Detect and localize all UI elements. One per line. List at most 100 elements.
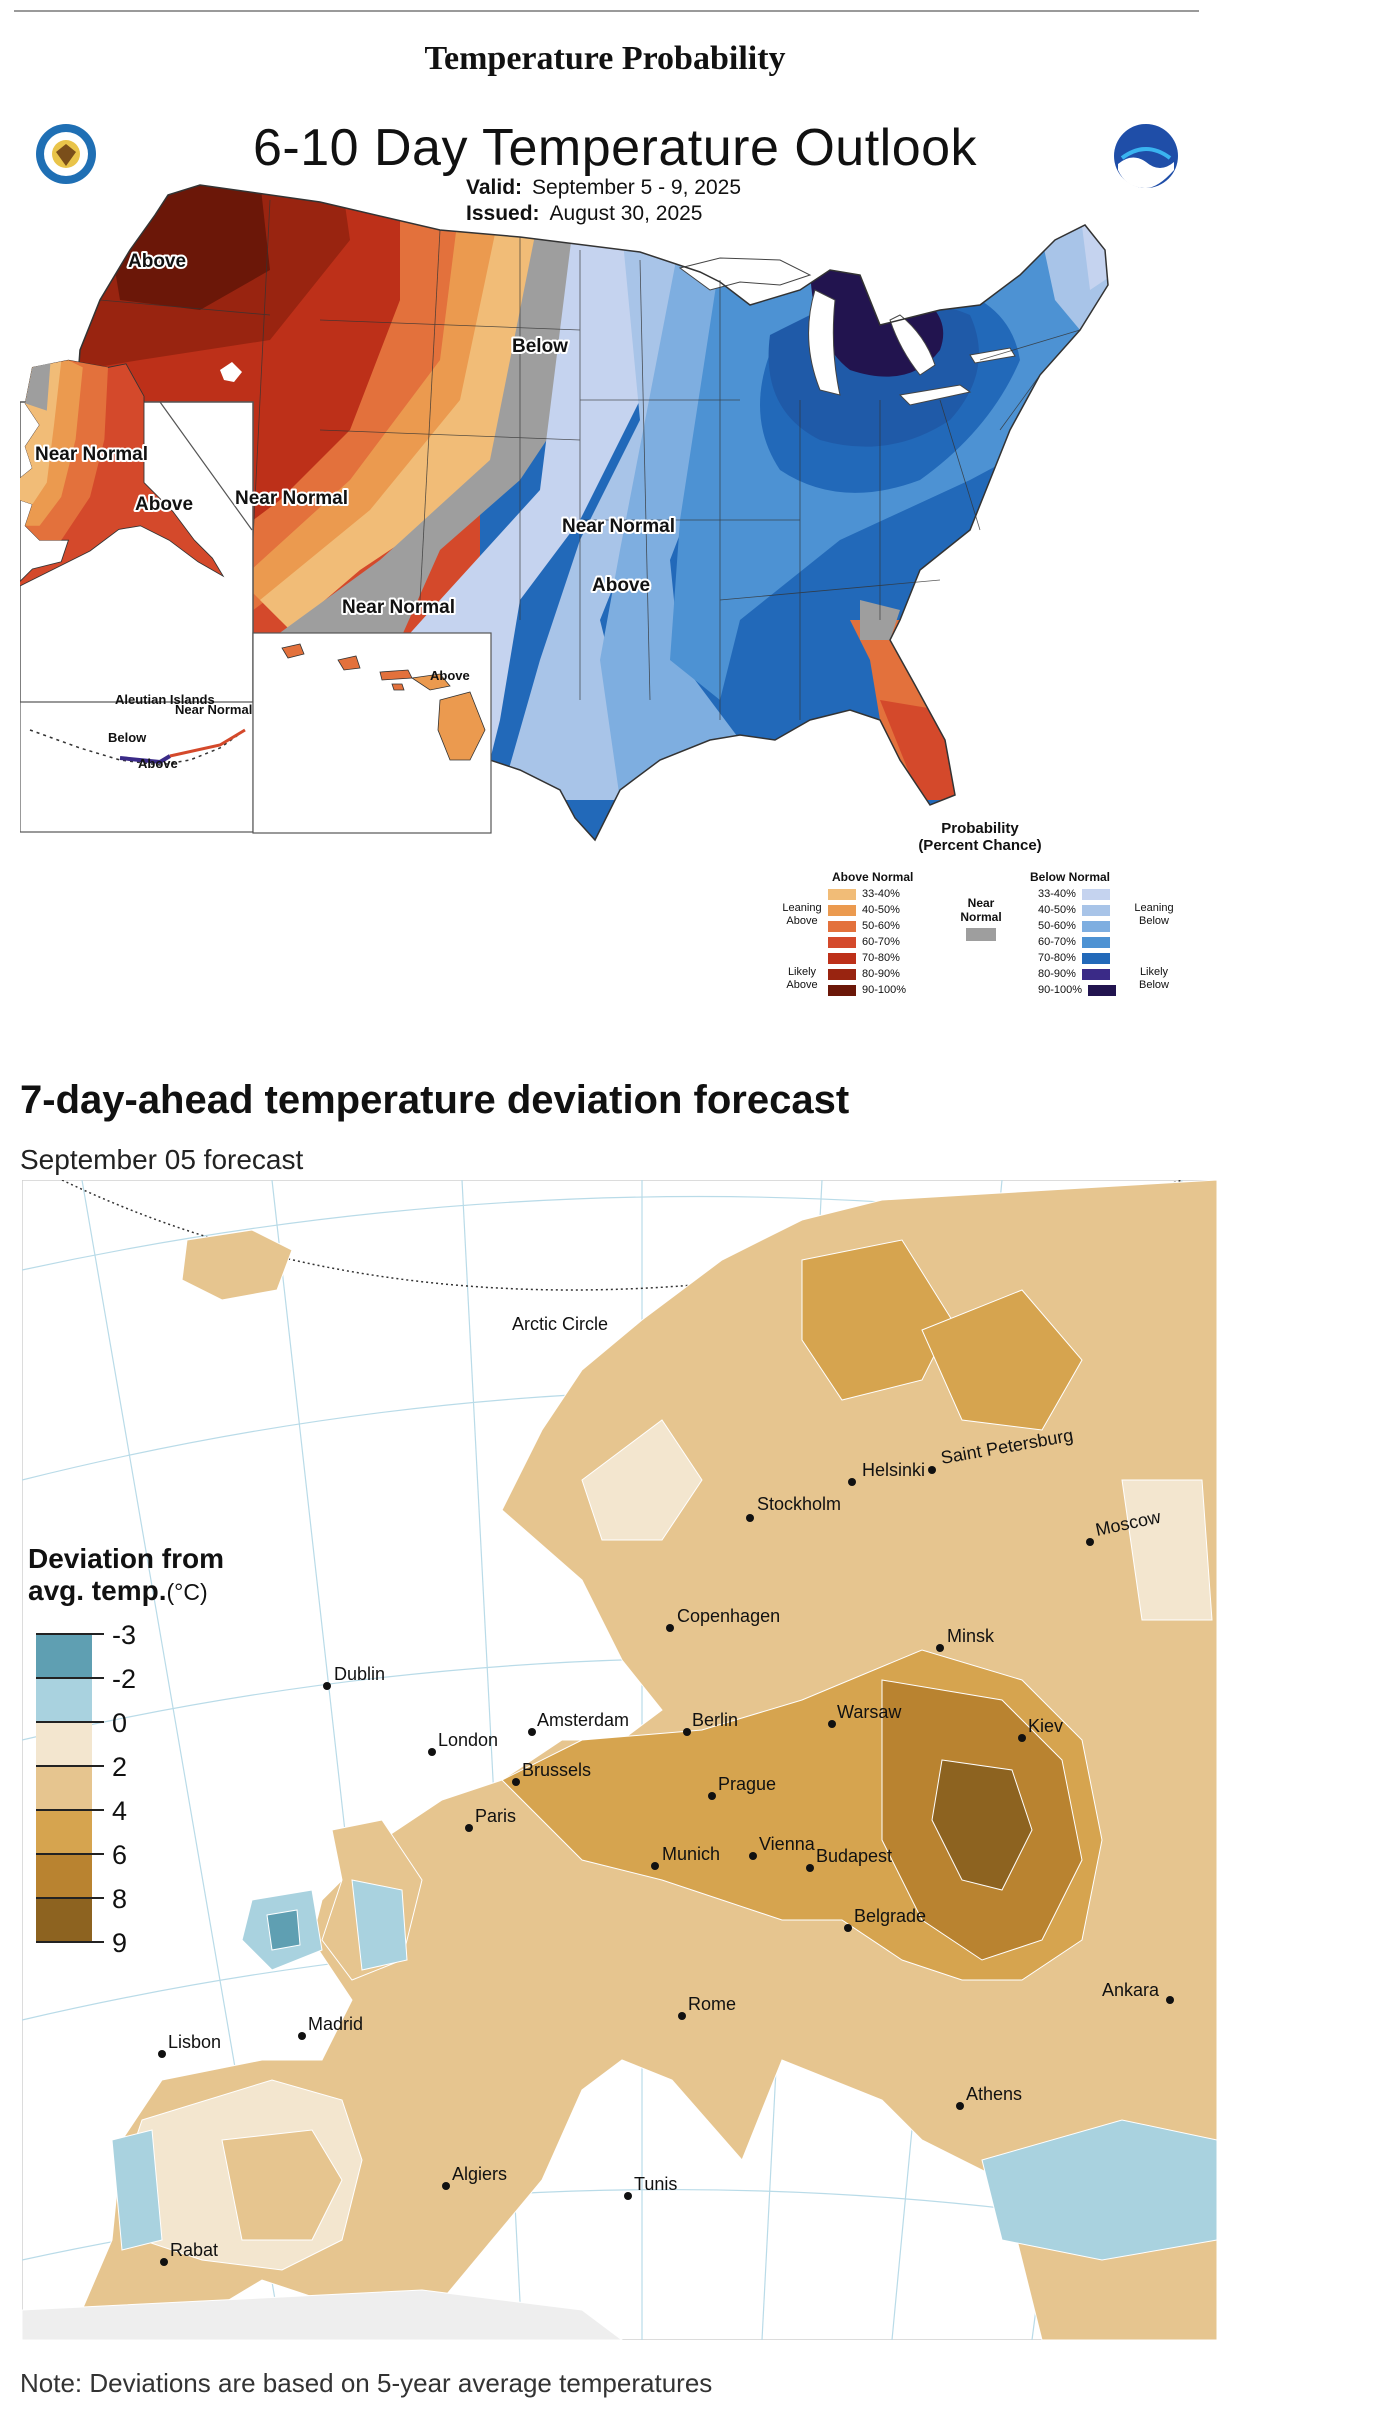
issued-value: August 30, 2025 xyxy=(549,202,703,225)
below-swatch-label: 90-100% xyxy=(1038,984,1083,996)
below-swatch xyxy=(1081,936,1110,948)
scale-tick-line xyxy=(36,1853,104,1855)
city-dot-athens xyxy=(956,2102,964,2110)
city-ankara: Ankara xyxy=(1102,1980,1160,2000)
scale-swatch xyxy=(36,1678,92,1722)
city-brussels: Brussels xyxy=(522,1760,591,1780)
below-swatch-label: 80-90% xyxy=(1038,968,1076,980)
ak-near-normal-label: Near Normal xyxy=(35,444,148,465)
city-dot-ankara xyxy=(1166,1996,1174,2004)
city-dot-tunis xyxy=(624,2192,632,2200)
page-title: Temperature Probability xyxy=(424,40,786,77)
below-swatch xyxy=(1081,968,1110,980)
city-prague: Prague xyxy=(718,1774,776,1794)
city-dublin: Dublin xyxy=(334,1664,385,1684)
scale-tick-label: 9 xyxy=(112,1928,128,1958)
europe-legend-title: Deviation from avg. temp.(°C) xyxy=(28,1543,224,1608)
city-vienna: Vienna xyxy=(759,1834,816,1854)
city-dot-kiev xyxy=(1018,1734,1026,1742)
us-outlook-title: 6-10 Day Temperature Outlook xyxy=(252,119,978,177)
scale-tick-line xyxy=(36,1721,104,1723)
leaning-above-label: Leaning Above xyxy=(782,902,822,927)
below-swatch-row: 70-80% xyxy=(1038,952,1110,964)
below-swatch-row: 90-100% xyxy=(1038,984,1117,996)
above-normal-header: Above Normal xyxy=(832,870,914,884)
city-dot-algiers xyxy=(442,2182,450,2190)
scale-tick-line xyxy=(36,1941,104,1943)
city-copenhagen: Copenhagen xyxy=(677,1606,780,1626)
city-dot-rabat xyxy=(160,2258,168,2266)
scale-tick-label: -3 xyxy=(112,1620,137,1650)
legend-title-line2: avg. temp. xyxy=(28,1575,167,1606)
city-tunis: Tunis xyxy=(634,2174,677,2194)
above-swatch-row: 80-90% xyxy=(828,968,900,980)
above-swatch-label: 70-80% xyxy=(862,952,900,964)
city-kiev: Kiev xyxy=(1028,1716,1063,1736)
us-valid-line: Valid: September 5 - 9, 2025 xyxy=(466,176,741,200)
city-dot-helsinki xyxy=(848,1478,856,1486)
below-swatch-row: 40-50% xyxy=(1038,904,1110,916)
above-swatch xyxy=(828,952,856,964)
city-amsterdam: Amsterdam xyxy=(537,1710,629,1730)
above-swatch xyxy=(828,888,856,900)
city-dot-berlin xyxy=(683,1728,691,1736)
scale-tick-line xyxy=(36,1897,104,1899)
issued-label: Issued: xyxy=(466,202,540,225)
scale-swatch xyxy=(36,1722,92,1766)
scale-swatch xyxy=(36,1766,92,1810)
below-swatch-label: 60-70% xyxy=(1038,936,1076,948)
above-swatch-row: 70-80% xyxy=(828,952,900,964)
legend-title: Probability (Percent Chance) xyxy=(780,820,1180,854)
city-dot-copenhagen xyxy=(666,1624,674,1632)
near-normal-legend-label: Near Normal xyxy=(960,896,1002,924)
us-outlook-panel: Near Normal Above Aleutian Islands Near … xyxy=(20,100,1210,1040)
city-dot-dublin xyxy=(323,1682,331,1690)
above-swatch xyxy=(828,968,856,980)
near-normal-swatch xyxy=(966,928,996,941)
below-swatch-label: 70-80% xyxy=(1038,952,1076,964)
city-dot-amsterdam xyxy=(528,1728,536,1736)
above-swatch-row: 33-40% xyxy=(828,888,900,900)
city-dot-rome xyxy=(678,2012,686,2020)
below-swatch-row: 50-60% xyxy=(1038,920,1110,932)
below-swatch xyxy=(1081,952,1110,964)
city-madrid: Madrid xyxy=(308,2014,363,2034)
city-dot-london xyxy=(428,1748,436,1756)
likely-above-label: Likely Above xyxy=(786,966,818,991)
below-swatch-row: 60-70% xyxy=(1038,936,1110,948)
city-paris: Paris xyxy=(475,1806,516,1826)
city-dot-warsaw xyxy=(828,1720,836,1728)
city-dot-saint-petersburg xyxy=(928,1466,936,1474)
hi-above-label: Above xyxy=(430,668,470,683)
city-dot-munich xyxy=(651,1862,659,1870)
legend-unit: (°C) xyxy=(166,1579,208,1605)
city-dot-brussels xyxy=(512,1778,520,1786)
city-helsinki: Helsinki xyxy=(862,1460,925,1480)
above-swatch-row: 90-100% xyxy=(828,984,906,996)
above-swatch-label: 50-60% xyxy=(862,920,900,932)
scale-tick-label: 4 xyxy=(112,1796,128,1826)
city-dot-lisbon xyxy=(158,2050,166,2058)
below-swatch xyxy=(1081,904,1110,916)
scale-swatch xyxy=(36,1810,92,1854)
city-dot-stockholm xyxy=(746,1514,754,1522)
above-swatch-label: 80-90% xyxy=(862,968,900,980)
noaa-logo-icon xyxy=(1114,124,1178,188)
city-dot-paris xyxy=(465,1824,473,1832)
arctic-circle-label: Arctic Circle xyxy=(512,1314,608,1334)
city-stockholm: Stockholm xyxy=(757,1494,841,1514)
europe-subheading: September 05 forecast xyxy=(20,1144,304,1175)
aleutian-above: Above xyxy=(138,756,178,771)
valid-value: September 5 - 9, 2025 xyxy=(532,176,741,199)
city-dot-belgrade xyxy=(844,1924,852,1932)
below-swatch xyxy=(1081,888,1110,900)
city-markers: Helsinki Saint Petersburg Stockholm Mosc… xyxy=(158,1425,1174,2266)
above-swatch xyxy=(828,936,856,948)
sw-near-normal-label: Near Normal xyxy=(235,488,348,509)
europe-deviation-map: Arctic Circle Helsinki Saint P xyxy=(22,1180,1217,2340)
scale-tick-label: -2 xyxy=(112,1664,137,1694)
leaning-below-label: Leaning Below xyxy=(1134,902,1174,927)
scale-swatch xyxy=(36,1854,92,1898)
below-swatch-row: 80-90% xyxy=(1038,968,1110,980)
above-swatch xyxy=(828,904,856,916)
